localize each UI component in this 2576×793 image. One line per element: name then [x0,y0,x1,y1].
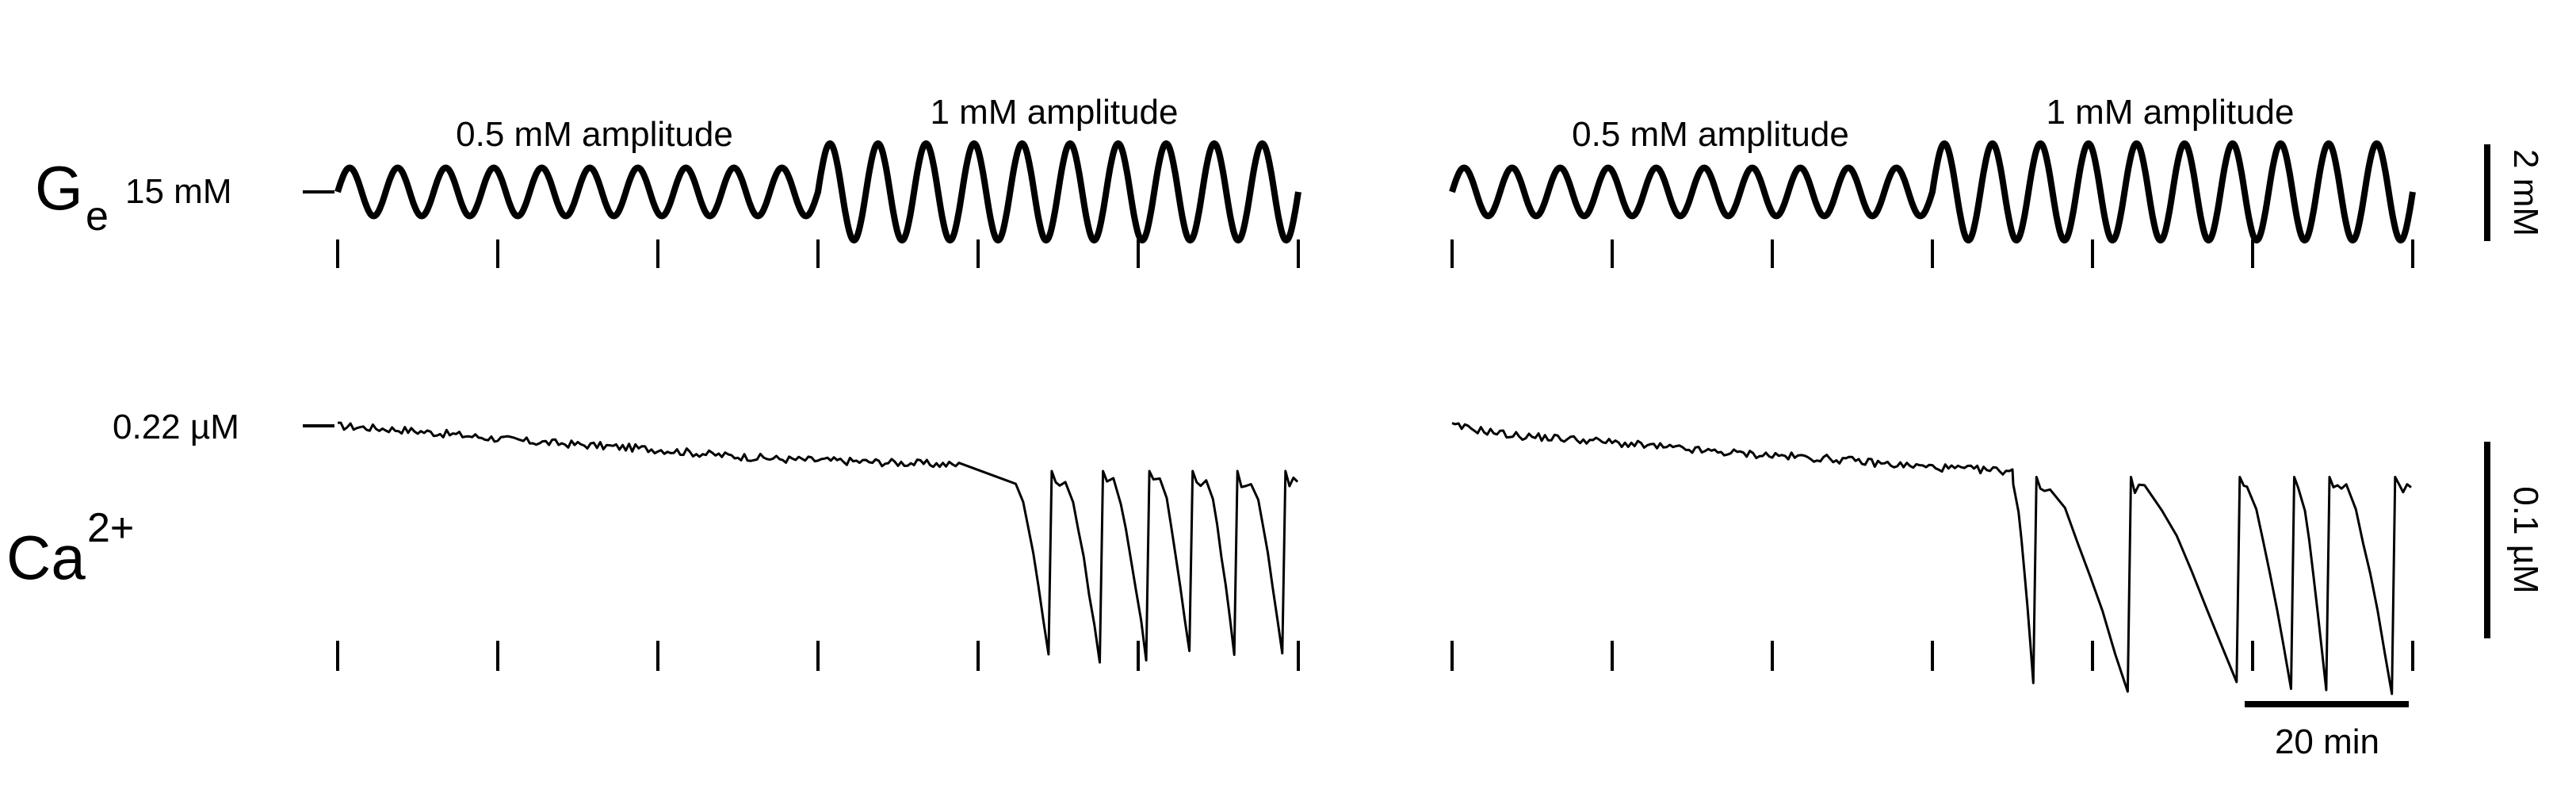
ge-baseline-label: 15 mM [125,172,231,211]
left-epoch-label-2: 1 mM amplitude [930,93,1178,132]
left-ge-trace [334,140,1301,243]
ca-baseline-label: 0.22 µM [113,408,239,446]
left-ca-trace [338,421,1299,664]
time-scale-label: 20 min [2275,722,2379,761]
ca-label: Ca [6,523,86,592]
right-epoch-label-2: 1 mM amplitude [2046,93,2294,132]
right-ge-trace [1449,140,2416,243]
right-ca-trace [1451,422,2412,695]
time-ticks [336,239,2414,671]
ge-scale-label: 2 mM [2506,149,2545,236]
left-epoch-label-1: 0.5 mM amplitude [456,115,733,154]
ca-scale-label: 0.1 µM [2506,486,2545,593]
ge-label-subscript: e [86,193,109,239]
right-epoch-label-1: 0.5 mM amplitude [1572,115,1849,154]
ca-label-superscript: 2+ [87,505,134,551]
ge-label: G [35,153,83,223]
